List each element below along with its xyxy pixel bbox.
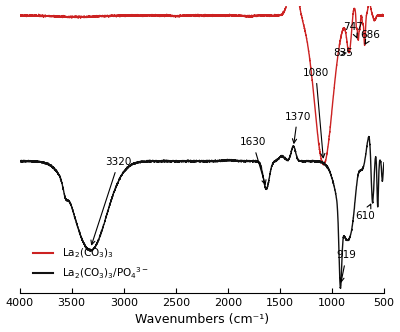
Text: 1630: 1630: [240, 137, 266, 184]
Text: 3320: 3320: [91, 157, 132, 245]
X-axis label: Wavenumbers (cm⁻¹): Wavenumbers (cm⁻¹): [135, 313, 269, 326]
Text: 919: 919: [336, 250, 356, 282]
Text: 835: 835: [334, 48, 353, 58]
Text: 610: 610: [355, 204, 375, 221]
Legend: La$_2$(CO$_3$)$_3$, La$_2$(CO$_3$)$_3$/PO$_4$$^{3-}$: La$_2$(CO$_3$)$_3$, La$_2$(CO$_3$)$_3$/P…: [28, 242, 153, 285]
Text: 1370: 1370: [284, 112, 311, 143]
Text: 747: 747: [343, 22, 363, 38]
Text: 686: 686: [360, 30, 380, 44]
Text: 1080: 1080: [303, 68, 329, 158]
